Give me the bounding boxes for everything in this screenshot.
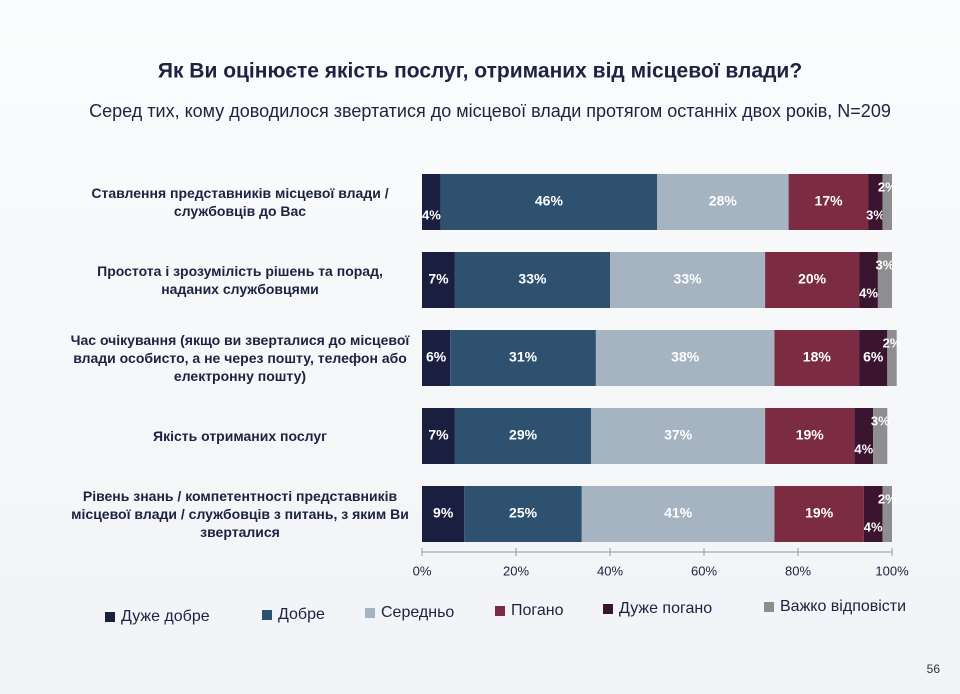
bar-segment — [774, 330, 860, 386]
legend-swatch — [262, 610, 272, 620]
x-tick-label: 0% — [413, 563, 432, 578]
legend-swatch — [365, 608, 375, 618]
value-label: 20% — [798, 271, 827, 287]
bar-segment — [774, 486, 864, 542]
category-label: Рівень знань / компетентності представни… — [71, 488, 409, 540]
bar-segment — [422, 252, 455, 308]
legend-swatch — [764, 602, 774, 612]
value-label: 29% — [509, 427, 538, 443]
value-label: 28% — [709, 193, 738, 209]
category-label: Час очікування (якщо ви зверталися до мі… — [70, 332, 410, 384]
value-label: 17% — [815, 193, 844, 209]
legend-swatch — [603, 604, 613, 614]
bar-segment — [595, 330, 775, 386]
bar-segment — [877, 252, 892, 308]
category-label: Простота і зрозумілість рішень та порад,… — [97, 263, 383, 297]
bar-segment — [422, 408, 455, 464]
value-label: 3% — [876, 257, 895, 272]
legend-label: Дуже добре — [121, 608, 210, 625]
value-label: 46% — [535, 193, 564, 209]
value-label: 18% — [803, 349, 832, 365]
category-label: Якість отриманих послуг — [153, 428, 327, 444]
bar-segment — [450, 330, 596, 386]
value-label: 33% — [674, 271, 703, 287]
bar-segment — [863, 486, 883, 542]
value-label: 19% — [805, 505, 834, 521]
legend-label: Дуже погано — [619, 600, 712, 617]
bar-segment — [581, 486, 775, 542]
bar-segment — [464, 486, 582, 542]
x-tick-label: 80% — [785, 563, 811, 578]
value-label: 6% — [863, 349, 884, 365]
bar-segment — [591, 408, 766, 464]
bar-segment — [454, 408, 592, 464]
value-label: 38% — [671, 349, 700, 365]
value-label: 4% — [859, 285, 878, 300]
value-label: 33% — [518, 271, 547, 287]
bar-segment — [873, 408, 888, 464]
page-number: 56 — [927, 662, 941, 676]
legend-swatch — [105, 612, 115, 622]
x-tick-label: 60% — [691, 563, 717, 578]
value-label: 6% — [426, 349, 447, 365]
bar-segment — [882, 174, 892, 230]
bar-segment — [887, 330, 897, 386]
chart-title: Як Ви оцінюєте якість послуг, отриманих … — [158, 60, 802, 83]
value-label: 3% — [866, 207, 885, 222]
value-label: 19% — [796, 427, 825, 443]
value-label: 9% — [433, 505, 454, 521]
value-label: 4% — [854, 441, 873, 456]
bar-segment — [882, 486, 892, 542]
value-label: 25% — [509, 505, 538, 521]
value-label: 7% — [428, 427, 449, 443]
bar-segment — [422, 330, 451, 386]
bar-segment — [657, 174, 789, 230]
legend-swatch — [495, 606, 505, 616]
subtitle-box: Серед тих, кому доводилося звертатися до… — [89, 101, 891, 121]
bar-segment — [610, 252, 766, 308]
bar-segment — [788, 174, 869, 230]
bar-segment — [868, 174, 883, 230]
value-label: 41% — [664, 505, 693, 521]
bar-segment — [765, 252, 860, 308]
bar-segment — [422, 174, 441, 230]
value-label: 2% — [878, 179, 897, 194]
bar-segment — [765, 408, 855, 464]
legend-label: Добре — [278, 606, 325, 623]
value-label: 7% — [428, 271, 449, 287]
bar-segment — [854, 408, 874, 464]
bar-segment — [440, 174, 657, 230]
value-label: 4% — [422, 207, 441, 222]
value-label: 2% — [883, 335, 902, 350]
legend-label: Важко відповісти — [780, 598, 906, 615]
value-label: 3% — [871, 413, 890, 428]
value-label: 2% — [878, 491, 897, 506]
x-tick-label: 100% — [875, 563, 909, 578]
x-tick-label: 40% — [597, 563, 623, 578]
legend-label: Погано — [511, 602, 564, 619]
legend-label: Середньо — [381, 604, 454, 621]
value-label: 31% — [509, 349, 538, 365]
x-tick-label: 20% — [503, 563, 529, 578]
bar-segment — [454, 252, 610, 308]
bar-segment — [859, 252, 878, 308]
bar-segment — [859, 330, 888, 386]
bar-segment — [422, 486, 465, 542]
value-label: 4% — [864, 519, 883, 534]
value-label: 37% — [664, 427, 693, 443]
category-label: Ставлення представників місцевої влади /… — [91, 185, 389, 219]
chart-subtitle: Серед тих, кому доводилося звертатися до… — [89, 101, 891, 121]
